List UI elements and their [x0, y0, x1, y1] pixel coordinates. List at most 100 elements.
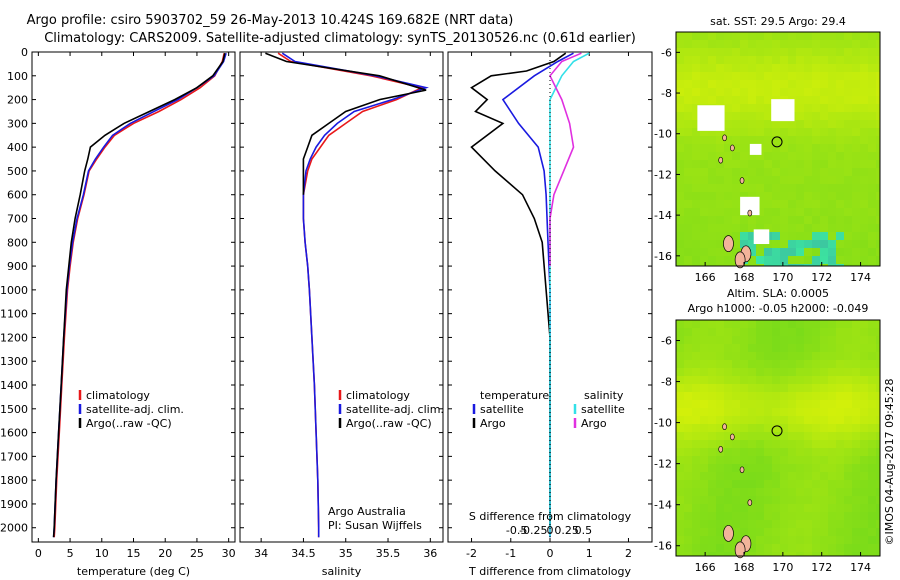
map-cell [876, 328, 880, 336]
map-cell [812, 520, 820, 528]
map-cell [684, 408, 692, 416]
map-cell [796, 376, 804, 384]
map-cell [780, 424, 788, 432]
y-tick-label: 400 [7, 141, 28, 154]
map-cell [828, 192, 836, 200]
map-cell [844, 48, 852, 56]
map-cell [836, 368, 844, 376]
map-cell [748, 256, 756, 264]
map-cell [684, 240, 692, 248]
map-cell [860, 232, 868, 240]
map-cell [676, 184, 684, 192]
map-cell [692, 240, 700, 248]
map-cell [724, 224, 732, 232]
map-cell [684, 360, 692, 368]
map-cell [748, 32, 756, 40]
map-cell [836, 32, 844, 40]
map-cell [812, 248, 820, 256]
map-cell [732, 424, 740, 432]
map-cell [852, 144, 860, 152]
map-cell [708, 472, 716, 480]
map-cell [772, 376, 780, 384]
map-cell [740, 168, 748, 176]
map-cell [708, 48, 716, 56]
map-cell [700, 496, 708, 504]
map-cell [764, 416, 772, 424]
map-cell [692, 136, 700, 144]
map-cell [724, 136, 732, 144]
map-cell [700, 328, 708, 336]
map-cell [732, 128, 740, 136]
map-cell [820, 512, 828, 520]
map-cell [820, 96, 828, 104]
map-cell [676, 264, 684, 266]
map-cell [796, 104, 804, 112]
map-cell [852, 200, 860, 208]
map-cell [868, 224, 876, 232]
map-cell [700, 536, 708, 544]
map-cell [748, 520, 756, 528]
map-cell [828, 552, 836, 556]
map-cell [692, 208, 700, 216]
map-cell [852, 336, 860, 344]
map-cell [684, 512, 692, 520]
map-cell [788, 432, 796, 440]
map-cell [780, 416, 788, 424]
map-cell [788, 120, 796, 128]
map-cell [716, 552, 724, 556]
map-cell [860, 200, 868, 208]
y-tick-label: 600 [7, 189, 28, 202]
title-line-2: Climatology: CARS2009. Satellite-adjuste… [44, 31, 636, 46]
y-tick-label: -14 [654, 209, 672, 222]
map-cell [708, 56, 716, 64]
map-cell [852, 448, 860, 456]
map-cell [844, 320, 852, 328]
map-cell [676, 120, 684, 128]
map-cell [740, 128, 748, 136]
map-cell [740, 360, 748, 368]
map-cell [852, 544, 860, 552]
map-cell [740, 424, 748, 432]
map-cell [708, 344, 716, 352]
map-cell [828, 416, 836, 424]
map-cell [804, 144, 812, 152]
map-cell [732, 192, 740, 200]
map-cell [844, 552, 852, 556]
map-cell [796, 80, 804, 88]
map-cell [732, 408, 740, 416]
map-cell [868, 184, 876, 192]
map-cell [820, 488, 828, 496]
map-cell [716, 96, 724, 104]
map-cell [700, 504, 708, 512]
map-cell [684, 168, 692, 176]
map-cell [740, 56, 748, 64]
map-cell [780, 528, 788, 536]
map-cell [852, 320, 860, 328]
map-cell [868, 472, 876, 480]
map-cell [684, 448, 692, 456]
island [730, 144, 735, 152]
map-cell [868, 376, 876, 384]
map-cell [804, 72, 812, 80]
map-cell [700, 424, 708, 432]
map-cell [676, 216, 684, 224]
map-cell [724, 216, 732, 224]
map-cell [692, 496, 700, 504]
map-cell [772, 88, 780, 96]
map-cell [820, 496, 828, 504]
map-cell [780, 328, 788, 336]
map-cell [772, 336, 780, 344]
map-cell [684, 464, 692, 472]
map-cell [844, 472, 852, 480]
map-cell [692, 216, 700, 224]
map-cell [756, 352, 764, 360]
map-cell [716, 208, 724, 216]
map-cell [748, 528, 756, 536]
map-cell [716, 472, 724, 480]
map-cell [852, 72, 860, 80]
map-cell [724, 336, 732, 344]
map-cell [812, 344, 820, 352]
map-cell [868, 40, 876, 48]
map-cell [740, 504, 748, 512]
map-cell [684, 32, 692, 40]
